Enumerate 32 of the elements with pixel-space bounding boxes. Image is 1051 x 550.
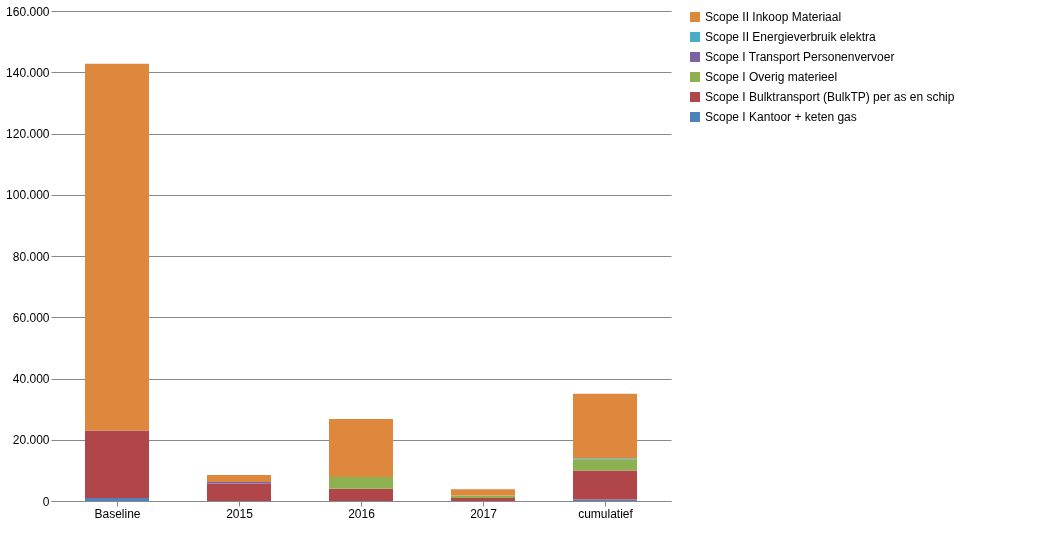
y-tick-label: 160.000 [6,4,50,19]
bar [451,489,515,496]
bar [573,393,637,459]
bar [85,63,149,431]
bar [207,474,271,483]
bar [207,483,271,501]
bar [85,497,149,501]
bar [329,488,393,501]
x-tick-label: 2017 [470,506,498,521]
legend-label: Scope I Bulktransport (BulkTP) per as en schip [705,90,955,104]
legend-label: Scope II Energieverbruik elektra [705,30,877,44]
bar [573,459,637,471]
x-tick-label: cumulatief [578,506,634,521]
y-tick-label: 20.000 [12,433,50,448]
y-tick-label: 60.000 [12,310,50,325]
legend-label: Scope II Inkoop Materiaal [705,10,842,24]
bar [329,418,393,478]
bar [329,477,393,489]
y-tick-label: 80.000 [12,249,50,264]
x-tick-label: Baseline [94,506,141,521]
bar [573,470,637,500]
y-tick-label: 100.000 [6,188,50,203]
x-tick-label: 2016 [348,506,376,521]
y-tick-label: 140.000 [6,65,50,80]
bar [85,430,149,498]
legend-label: Scope I Overig materieel [705,70,838,84]
y-tick-label: 40.000 [12,372,50,386]
legend-label: Scope I Kantoor + keten gas [705,110,857,124]
y-tick-label: 0 [42,494,50,509]
x-tick-label: 2015 [226,506,254,521]
y-tick-label: 120.000 [6,127,50,141]
legend-label: Scope I Transport Personenvervoer [705,50,895,64]
